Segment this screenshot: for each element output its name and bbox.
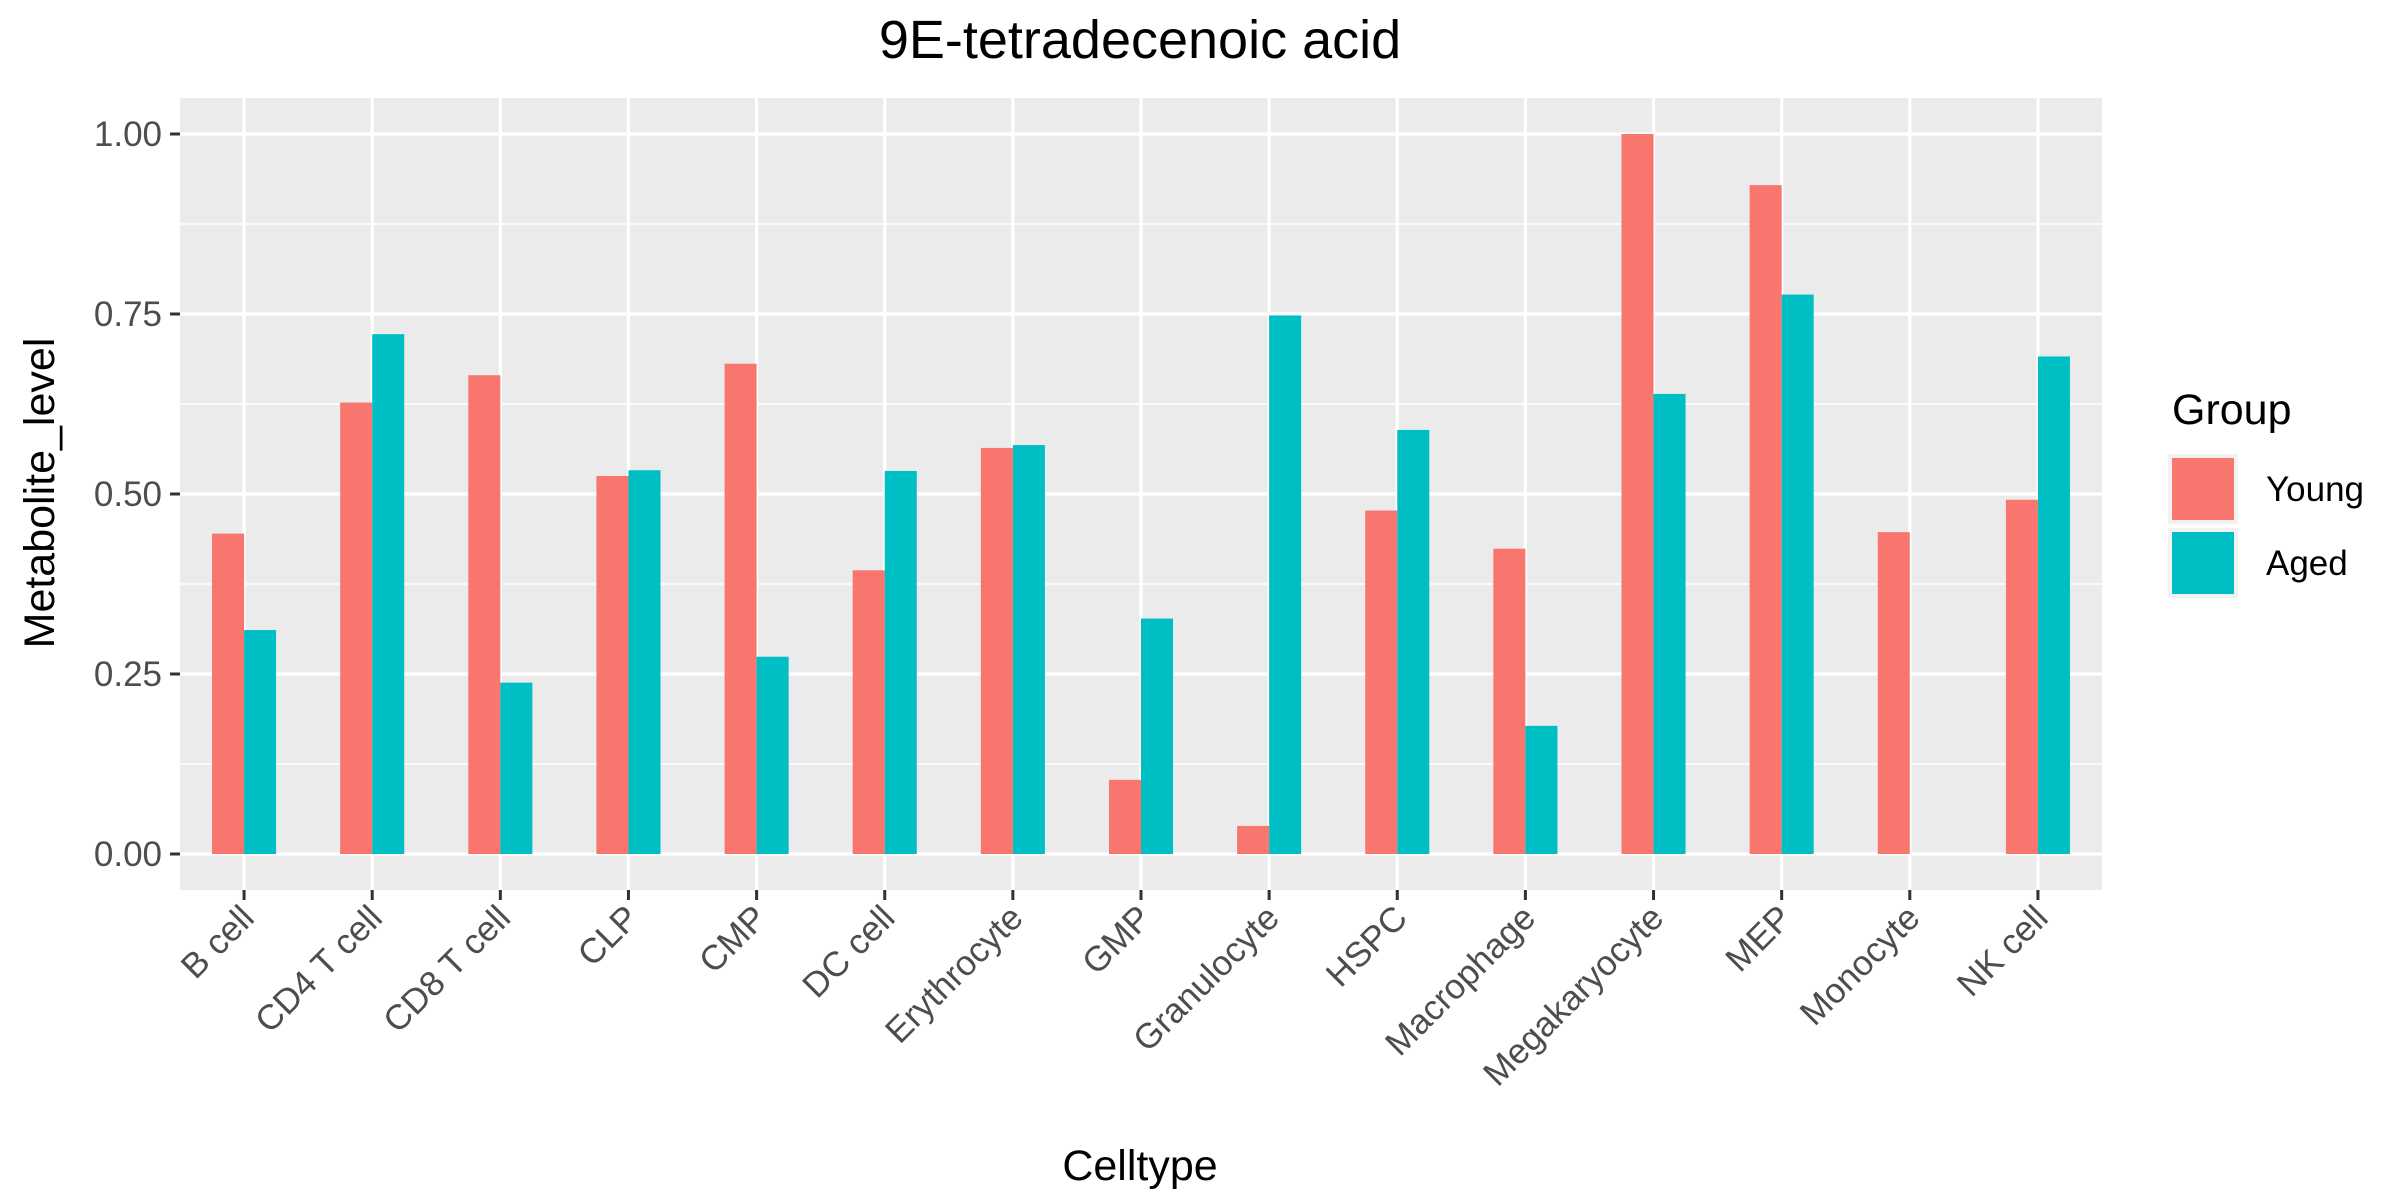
- bar-young-mep: [1749, 185, 1782, 854]
- bar-aged-gmp: [1141, 618, 1174, 854]
- bar-aged-mep: [1781, 294, 1814, 854]
- bars: [212, 134, 2070, 854]
- bar-aged-granulocyte: [1269, 315, 1302, 854]
- bar-aged-nk-cell: [2037, 356, 2070, 854]
- legend-label-young: Young: [2266, 470, 2364, 509]
- bar-young-macrophage: [1493, 548, 1526, 854]
- bar-young-dc-cell: [852, 570, 885, 854]
- legend-items: Young Aged: [2168, 454, 2364, 598]
- chart-title: 9E-tetradecenoic acid: [879, 10, 1401, 70]
- y-tick-label: 1.00: [94, 115, 162, 154]
- y-tick-label: 0.75: [94, 295, 162, 334]
- legend: Group Young Aged: [2168, 386, 2364, 598]
- bar-aged-cd8-t-cell: [500, 682, 533, 854]
- bar-aged-cd4-t-cell: [372, 334, 405, 854]
- bar-aged-megakaryocyte: [1653, 393, 1686, 854]
- y-tick-label: 0.25: [94, 655, 162, 694]
- y-tick-label: 0.00: [94, 835, 162, 874]
- bar-young-gmp: [1108, 779, 1141, 854]
- bar-young-erythrocyte: [980, 447, 1013, 854]
- y-axis-title: Metabolite_level: [16, 338, 64, 649]
- bar-aged-cmp: [756, 656, 789, 854]
- bar-aged-macrophage: [1525, 725, 1558, 854]
- legend-title: Group: [2172, 386, 2292, 434]
- legend-label-aged: Aged: [2266, 544, 2348, 583]
- y-axis: 0.00 0.25 0.50 0.75 1.00: [94, 115, 180, 874]
- bar-young-granulocyte: [1237, 825, 1270, 854]
- bar-aged-erythrocyte: [1012, 445, 1045, 854]
- legend-swatch-young: [2172, 458, 2234, 520]
- bar-young-cd4-t-cell: [340, 402, 373, 854]
- y-tick-label: 0.50: [94, 475, 162, 514]
- bar-young-b-cell: [212, 533, 245, 854]
- bar-young-monocyte: [1877, 532, 1910, 854]
- bar-aged-clp: [628, 470, 661, 854]
- x-axis-title: Celltype: [1062, 1142, 1217, 1190]
- bar-aged-b-cell: [244, 630, 277, 854]
- bar-young-cd8-t-cell: [468, 375, 501, 854]
- bar-aged-dc-cell: [884, 470, 917, 854]
- bar-aged-hspc: [1397, 429, 1430, 854]
- bar-young-megakaryocyte: [1621, 134, 1654, 854]
- bar-young-clp: [596, 476, 629, 854]
- bar-young-hspc: [1365, 510, 1398, 854]
- legend-swatch-aged: [2172, 532, 2234, 594]
- bar-young-cmp: [724, 363, 757, 854]
- plot-panel: [180, 98, 2102, 890]
- bar-young-nk-cell: [2005, 499, 2038, 854]
